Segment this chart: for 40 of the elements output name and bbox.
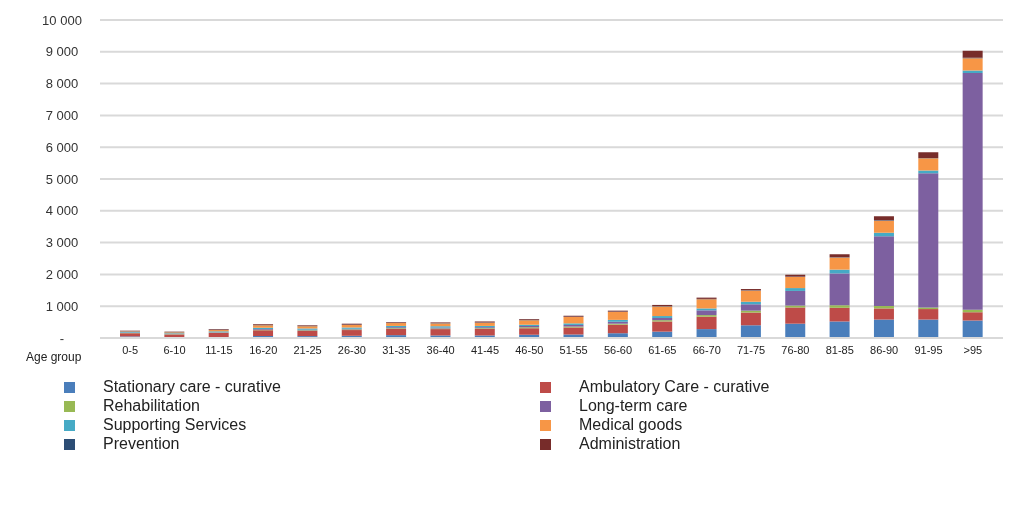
y-tick-label: - — [59, 330, 65, 346]
legend-label: Ambulatory Care - curative — [579, 378, 770, 396]
x-tick-label: 56-60 — [603, 343, 633, 356]
legend-label: Prevention — [103, 435, 180, 453]
legend-label: Stationary care - curative — [103, 378, 281, 396]
x-tick-label: 66-70 — [692, 343, 721, 356]
x-tick-label: 11-15 — [205, 343, 233, 356]
legend-label: Long-term care — [579, 397, 688, 415]
x-tick-label: 26-30 — [337, 343, 366, 356]
x-tick-label: 21-25 — [293, 343, 322, 356]
x-tick-label: 61-65 — [648, 343, 677, 356]
y-tick-label: 3 000 — [45, 235, 79, 251]
y-tick-label: 6 000 — [45, 139, 79, 155]
x-tick-label: 16-20 — [249, 343, 278, 356]
y-tick-label: 2 000 — [45, 267, 79, 283]
x-tick-label: 76-80 — [781, 343, 810, 356]
legend-label: Medical goods — [579, 416, 683, 434]
x-tick-label: 51-55 — [559, 343, 588, 356]
x-tick-label: 81-85 — [825, 343, 854, 356]
y-tick-label: 10 000 — [42, 12, 82, 28]
x-tick-label: >95 — [963, 343, 983, 356]
y-tick-label: 8 000 — [45, 76, 79, 92]
x-tick-label: 36-40 — [426, 343, 455, 356]
x-axis-title: Age group — [26, 350, 82, 364]
legend-label: Administration — [579, 435, 681, 453]
legend-label: Rehabilitation — [103, 397, 200, 415]
legend-label: Supporting Services — [103, 416, 247, 434]
y-tick-label: 4 000 — [45, 203, 79, 219]
x-tick-label: 71-75 — [737, 343, 766, 356]
y-tick-label: 9 000 — [45, 44, 79, 60]
x-tick-label: 0-5 — [122, 343, 139, 356]
y-tick-label: 1 000 — [45, 298, 79, 314]
x-tick-label: 31-35 — [382, 343, 411, 356]
x-tick-label: 91-95 — [914, 343, 943, 356]
y-tick-label: 5 000 — [45, 171, 79, 187]
x-tick-label: 41-45 — [470, 343, 500, 356]
y-tick-label: 7 000 — [45, 108, 79, 124]
x-tick-label: 86-90 — [870, 343, 899, 356]
x-tick-label: 46-50 — [515, 343, 544, 356]
x-tick-label: 6-10 — [163, 343, 186, 356]
